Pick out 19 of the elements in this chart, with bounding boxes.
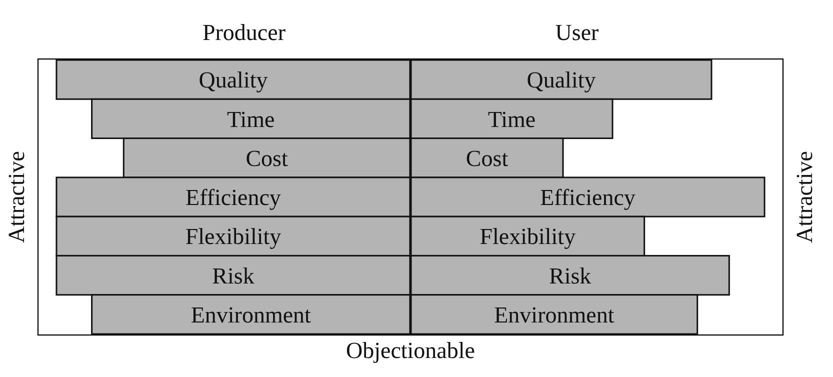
- y-tick-label: Environment: [190, 302, 312, 328]
- y-tick-label: Risk: [548, 263, 592, 288]
- y-tick-label: Efficiency: [540, 185, 636, 210]
- y2-axis-title: Attractive: [792, 151, 817, 243]
- y-tick-label: Flexibility: [480, 224, 576, 250]
- y-tick-label: Quality: [526, 68, 596, 93]
- chart-title: Producer: [202, 20, 286, 45]
- y-tick-label: Flexibility: [185, 224, 282, 250]
- chart-title: User: [555, 20, 600, 45]
- y-tick-label: Time: [488, 106, 536, 132]
- y-tick-label: Cost: [246, 146, 289, 171]
- y-tick-label: Risk: [212, 263, 255, 288]
- y-tick-label: Cost: [466, 146, 509, 171]
- y-tick-label: Efficiency: [186, 185, 282, 210]
- y-tick-label: Quality: [198, 68, 268, 93]
- y-tick-label: Time: [227, 106, 275, 132]
- y-tick-label: Environment: [494, 302, 615, 328]
- x-axis-title: Objectionable: [346, 338, 476, 363]
- y-axis-title: Attractive: [4, 151, 29, 243]
